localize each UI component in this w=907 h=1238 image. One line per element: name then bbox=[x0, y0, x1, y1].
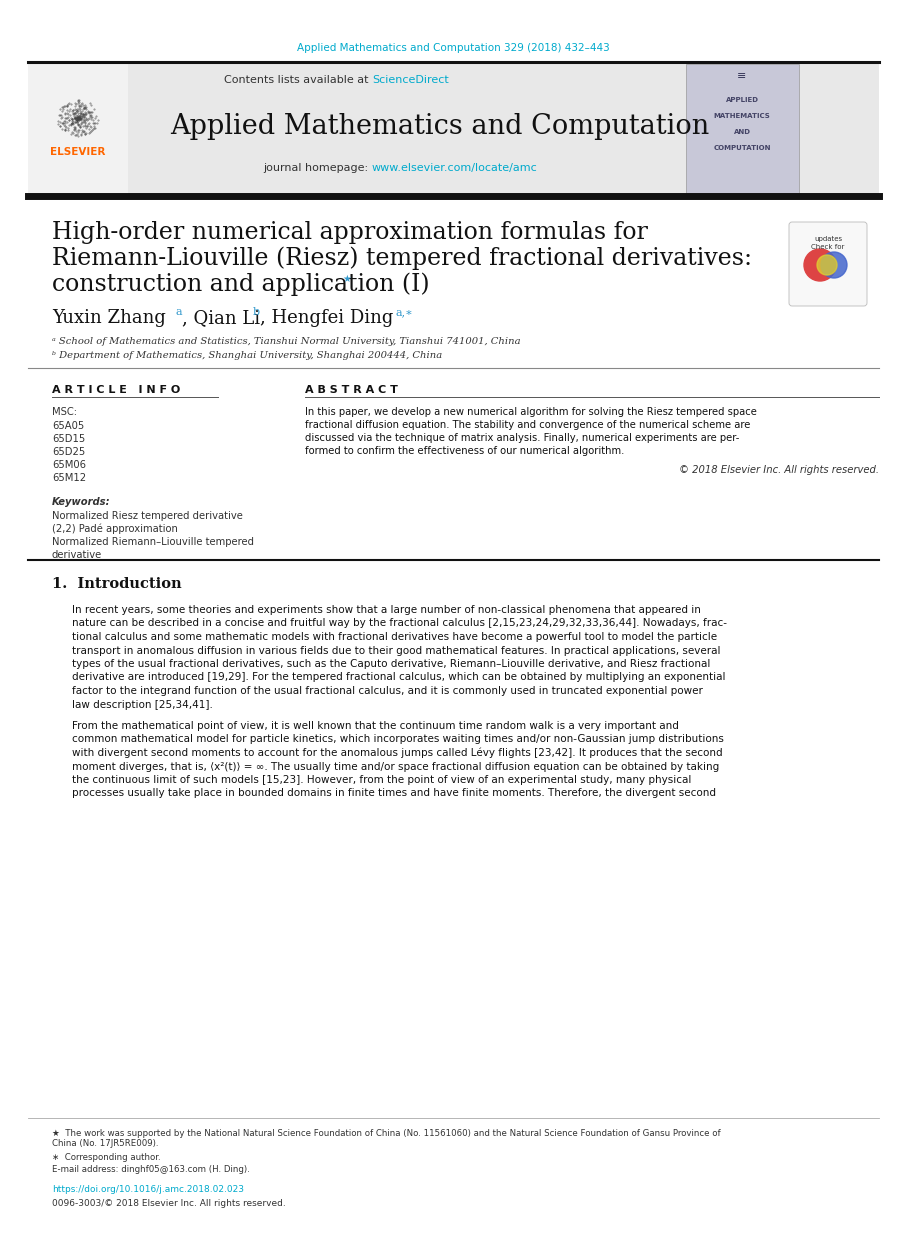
Text: processes usually take place in bounded domains in finite times and have finite : processes usually take place in bounded … bbox=[72, 789, 716, 799]
Text: APPLIED: APPLIED bbox=[726, 97, 758, 103]
Text: A R T I C L E   I N F O: A R T I C L E I N F O bbox=[52, 385, 180, 395]
Text: a: a bbox=[175, 307, 181, 317]
Text: Riemann-Liouville (Riesz) tempered fractional derivatives:: Riemann-Liouville (Riesz) tempered fract… bbox=[52, 246, 752, 270]
Text: ᵇ Department of Mathematics, Shanghai University, Shanghai 200444, China: ᵇ Department of Mathematics, Shanghai Un… bbox=[52, 350, 443, 359]
Text: COMPUTATION: COMPUTATION bbox=[713, 145, 771, 151]
Text: www.elsevier.com/locate/amc: www.elsevier.com/locate/amc bbox=[372, 163, 538, 173]
Text: 0096-3003/© 2018 Elsevier Inc. All rights reserved.: 0096-3003/© 2018 Elsevier Inc. All right… bbox=[52, 1200, 286, 1208]
Text: 1.  Introduction: 1. Introduction bbox=[52, 577, 181, 591]
Text: with divergent second moments to account for the anomalous jumps called Lévy fli: with divergent second moments to account… bbox=[72, 748, 723, 758]
Text: nature can be described in a concise and fruitful way by the fractional calculus: nature can be described in a concise and… bbox=[72, 619, 727, 629]
Text: fractional diffusion equation. The stability and convergence of the numerical sc: fractional diffusion equation. The stabi… bbox=[305, 420, 750, 430]
Text: 65M06: 65M06 bbox=[52, 461, 86, 470]
Text: , Hengfei Ding: , Hengfei Ding bbox=[260, 310, 394, 327]
Bar bbox=[686, 64, 799, 193]
Text: tional calculus and some mathematic models with fractional derivatives have beco: tional calculus and some mathematic mode… bbox=[72, 633, 717, 643]
Text: ELSEVIER: ELSEVIER bbox=[50, 147, 106, 157]
Text: E-mail address: dinghf05@163.com (H. Ding).: E-mail address: dinghf05@163.com (H. Din… bbox=[52, 1165, 249, 1174]
Text: https://doi.org/10.1016/j.amc.2018.02.023: https://doi.org/10.1016/j.amc.2018.02.02… bbox=[52, 1186, 244, 1195]
Text: From the mathematical point of view, it is well known that the continuum time ra: From the mathematical point of view, it … bbox=[72, 721, 678, 730]
Text: ᵃ School of Mathematics and Statistics, Tianshui Normal University, Tianshui 741: ᵃ School of Mathematics and Statistics, … bbox=[52, 337, 521, 345]
Text: transport in anomalous diffusion in various fields due to their good mathematica: transport in anomalous diffusion in vari… bbox=[72, 645, 720, 655]
Text: 65M12: 65M12 bbox=[52, 473, 86, 483]
Text: © 2018 Elsevier Inc. All rights reserved.: © 2018 Elsevier Inc. All rights reserved… bbox=[679, 465, 879, 475]
Text: ∗  Corresponding author.: ∗ Corresponding author. bbox=[52, 1153, 161, 1161]
Text: ≡: ≡ bbox=[737, 71, 746, 80]
Text: ScienceDirect: ScienceDirect bbox=[372, 76, 449, 85]
Text: moment diverges, that is, ⟨x²(t)⟩ = ∞. The usually time and/or space fractional : moment diverges, that is, ⟨x²(t)⟩ = ∞. T… bbox=[72, 761, 719, 771]
Text: a,∗: a,∗ bbox=[395, 307, 413, 317]
Text: China (No. 17JR5RE009).: China (No. 17JR5RE009). bbox=[52, 1139, 159, 1149]
Text: In this paper, we develop a new numerical algorithm for solving the Riesz temper: In this paper, we develop a new numerica… bbox=[305, 407, 756, 417]
Circle shape bbox=[817, 255, 837, 275]
Text: derivative are introduced [19,29]. For the tempered fractional calculus, which c: derivative are introduced [19,29]. For t… bbox=[72, 672, 726, 682]
Text: MATHEMATICS: MATHEMATICS bbox=[714, 113, 770, 119]
Text: journal homepage:: journal homepage: bbox=[263, 163, 372, 173]
Text: , Qian Li: , Qian Li bbox=[182, 310, 260, 327]
Text: 65D15: 65D15 bbox=[52, 435, 85, 444]
Text: construction and application (I): construction and application (I) bbox=[52, 272, 430, 296]
Text: Check for: Check for bbox=[812, 244, 844, 250]
Text: A B S T R A C T: A B S T R A C T bbox=[305, 385, 398, 395]
Text: discussed via the technique of matrix analysis. Finally, numerical experiments a: discussed via the technique of matrix an… bbox=[305, 433, 739, 443]
Text: 65A05: 65A05 bbox=[52, 421, 84, 431]
Text: In recent years, some theories and experiments show that a large number of non-c: In recent years, some theories and exper… bbox=[72, 605, 701, 615]
Text: Normalized Riemann–Liouville tempered: Normalized Riemann–Liouville tempered bbox=[52, 537, 254, 547]
Text: Keywords:: Keywords: bbox=[52, 496, 111, 508]
Text: High-order numerical approximation formulas for: High-order numerical approximation formu… bbox=[52, 220, 648, 244]
Text: updates: updates bbox=[814, 236, 842, 241]
Text: Contents lists available at: Contents lists available at bbox=[224, 76, 372, 85]
Circle shape bbox=[804, 249, 836, 281]
Bar bbox=[28, 64, 879, 196]
Circle shape bbox=[821, 253, 847, 279]
Bar bbox=[28, 64, 128, 196]
Text: formed to confirm the effectiveness of our numerical algorithm.: formed to confirm the effectiveness of o… bbox=[305, 446, 624, 456]
Text: b: b bbox=[253, 307, 260, 317]
Text: Applied Mathematics and Computation 329 (2018) 432–443: Applied Mathematics and Computation 329 … bbox=[297, 43, 610, 53]
Text: Yuxin Zhang: Yuxin Zhang bbox=[52, 310, 166, 327]
Text: derivative: derivative bbox=[52, 550, 102, 560]
Text: MSC:: MSC: bbox=[52, 407, 77, 417]
Text: law description [25,34,41].: law description [25,34,41]. bbox=[72, 699, 213, 709]
Text: Applied Mathematics and Computation: Applied Mathematics and Computation bbox=[171, 113, 709, 140]
Text: Normalized Riesz tempered derivative: Normalized Riesz tempered derivative bbox=[52, 511, 243, 521]
Text: types of the usual fractional derivatives, such as the Caputo derivative, Rieman: types of the usual fractional derivative… bbox=[72, 659, 710, 669]
Text: 65D25: 65D25 bbox=[52, 447, 85, 457]
Text: the continuous limit of such models [15,23]. However, from the point of view of : the continuous limit of such models [15,… bbox=[72, 775, 691, 785]
Text: AND: AND bbox=[734, 129, 750, 135]
FancyBboxPatch shape bbox=[789, 222, 867, 306]
Text: (2,2) Padé approximation: (2,2) Padé approximation bbox=[52, 524, 178, 535]
Text: ★  The work was supported by the National Natural Science Foundation of China (N: ★ The work was supported by the National… bbox=[52, 1129, 721, 1138]
Text: ★: ★ bbox=[342, 274, 351, 284]
Text: common mathematical model for particle kinetics, which incorporates waiting time: common mathematical model for particle k… bbox=[72, 734, 724, 744]
Text: factor to the integrand function of the usual fractional calculus, and it is com: factor to the integrand function of the … bbox=[72, 686, 703, 696]
